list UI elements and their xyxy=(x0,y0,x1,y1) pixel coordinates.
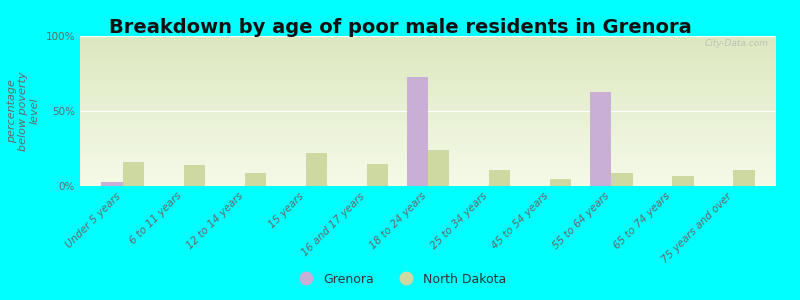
Bar xyxy=(611,172,633,186)
Bar xyxy=(367,164,388,186)
Bar xyxy=(184,165,205,186)
Legend: Grenora, North Dakota: Grenora, North Dakota xyxy=(289,268,511,291)
Bar xyxy=(428,150,450,186)
Text: Breakdown by age of poor male residents in Grenora: Breakdown by age of poor male residents … xyxy=(109,18,691,37)
Bar xyxy=(489,169,510,186)
Bar xyxy=(550,178,571,186)
Bar xyxy=(734,169,754,186)
Bar xyxy=(122,162,144,186)
Bar xyxy=(102,182,122,186)
Text: City-Data.com: City-Data.com xyxy=(705,39,769,48)
Bar xyxy=(245,172,266,186)
Bar xyxy=(590,92,611,186)
Y-axis label: percentage
below poverty
level: percentage below poverty level xyxy=(7,71,40,151)
Bar xyxy=(406,76,428,186)
Bar xyxy=(672,176,694,186)
Bar xyxy=(306,153,327,186)
